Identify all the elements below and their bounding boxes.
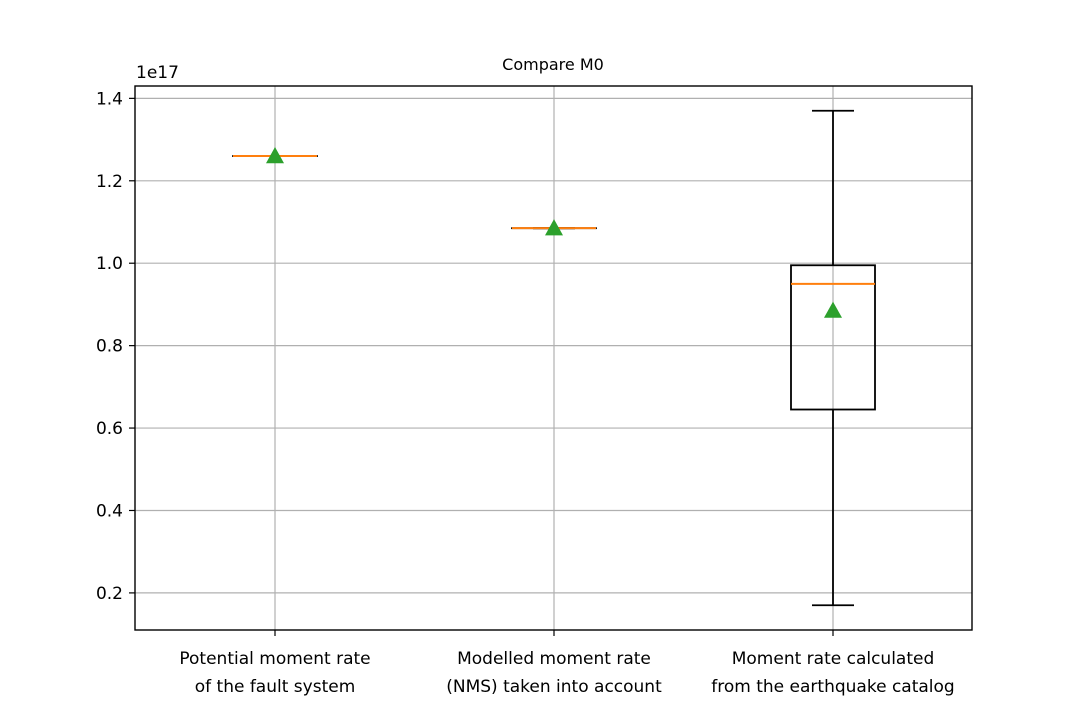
x-tick-label: (NMS) taken into account xyxy=(446,677,662,697)
y-tick-label: 0.4 xyxy=(96,501,123,521)
grid-lines xyxy=(135,86,972,630)
axes: 0.2 0.4 0.6 0.8 1.0 1.2 1.4 Potential moment ra… xyxy=(96,85,973,697)
x-tick-label: Potential moment rate xyxy=(179,649,370,669)
y-tick-label: 0.8 xyxy=(96,337,123,357)
x-tick-label: Modelled moment rate xyxy=(457,649,651,669)
box-body xyxy=(790,264,876,411)
plot-frame xyxy=(134,85,973,631)
box-3 xyxy=(790,109,876,607)
x-tick-label: of the fault system xyxy=(195,677,356,697)
mean-markers xyxy=(266,147,842,318)
y-tick-label: 1.4 xyxy=(96,89,123,109)
y-tick-label: 1.0 xyxy=(96,254,123,274)
x-tick-label: Moment rate calculated xyxy=(732,649,935,669)
mean-marker xyxy=(824,301,842,318)
chart-title: Compare M0 xyxy=(502,55,604,74)
y-tick-label: 1.2 xyxy=(96,172,123,192)
y-tick-label: 0.2 xyxy=(96,584,123,604)
x-tick-label: from the earthquake catalog xyxy=(711,677,954,697)
mean-marker xyxy=(545,219,563,236)
y-axis-offset-label: 1e17 xyxy=(136,63,179,83)
y-tick-label: 0.6 xyxy=(96,419,123,439)
mean-marker xyxy=(266,147,284,164)
